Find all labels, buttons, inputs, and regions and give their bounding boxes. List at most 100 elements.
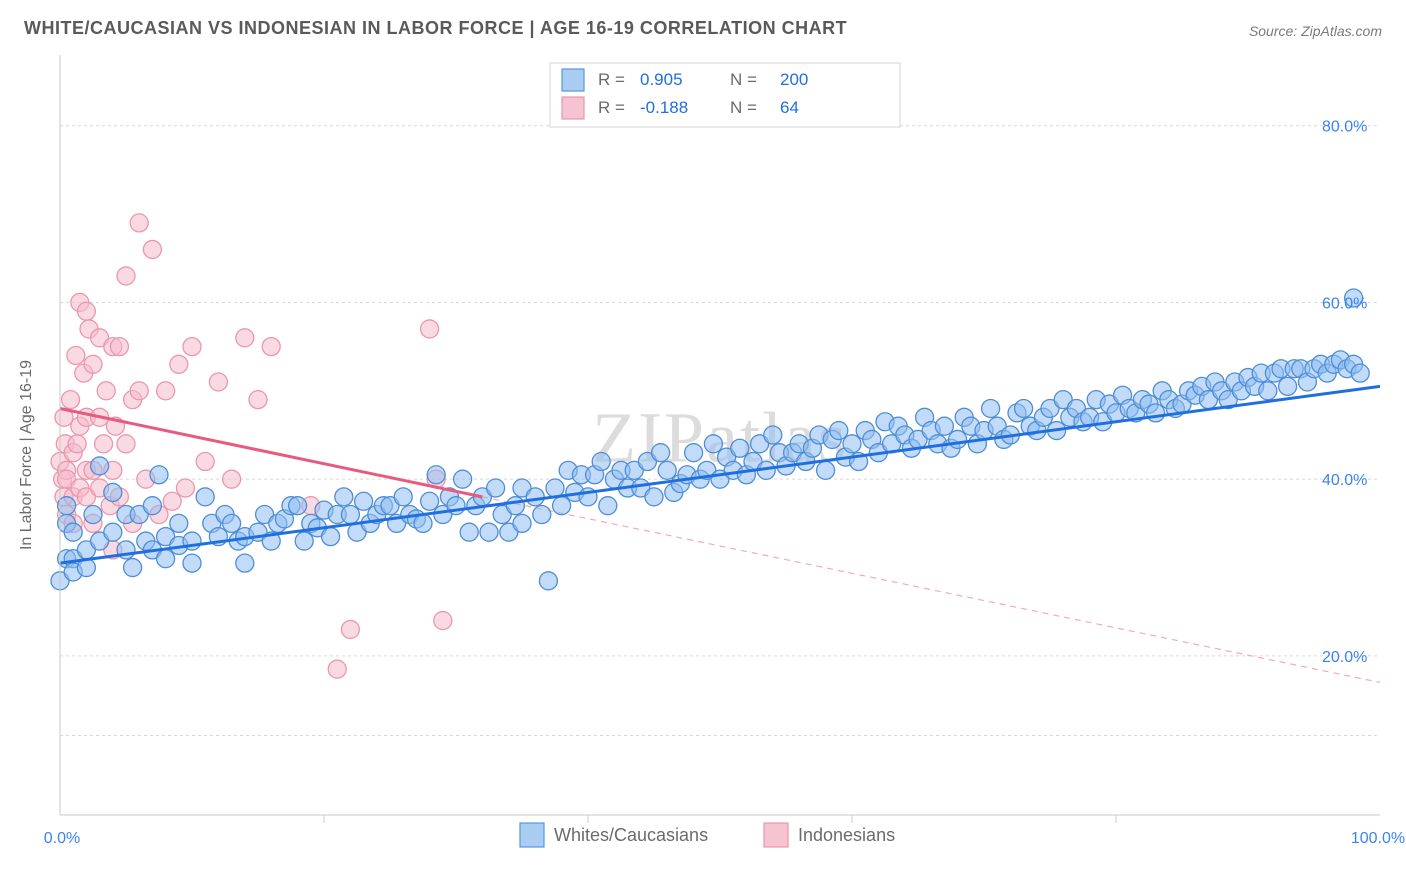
scatter-point-pink [77, 302, 95, 320]
legend-n-value: 64 [780, 98, 799, 117]
trendline-pink-extrapolated [482, 497, 1380, 683]
legend-r-label: R = [598, 98, 625, 117]
scatter-point-blue [196, 488, 214, 506]
scatter-point-pink [421, 320, 439, 338]
scatter-point-pink [130, 382, 148, 400]
y-axis-label: In Labor Force | Age 16-19 [18, 360, 36, 550]
scatter-point-pink [117, 267, 135, 285]
series-legend-swatch [764, 823, 788, 847]
legend-r-value: -0.188 [640, 98, 688, 117]
scatter-point-blue [355, 492, 373, 510]
series-legend-label: Whites/Caucasians [554, 825, 708, 845]
scatter-point-blue [1279, 377, 1297, 395]
scatter-point-blue [64, 523, 82, 541]
scatter-point-pink [95, 435, 113, 453]
scatter-point-blue [322, 528, 340, 546]
scatter-point-pink [223, 470, 241, 488]
scatter-point-blue [104, 523, 122, 541]
scatter-point-blue [157, 550, 175, 568]
scatter-point-pink [117, 435, 135, 453]
scatter-point-pink [176, 479, 194, 497]
scatter-point-blue [539, 572, 557, 590]
scatter-point-blue [460, 523, 478, 541]
scatter-point-blue [84, 506, 102, 524]
scatter-point-pink [249, 391, 267, 409]
scatter-point-blue [843, 435, 861, 453]
scatter-point-blue [124, 559, 142, 577]
series-legend-swatch [520, 823, 544, 847]
scatter-point-blue [289, 497, 307, 515]
scatter-point-pink [157, 382, 175, 400]
scatter-point-blue [949, 430, 967, 448]
y-tick-label: 20.0% [1322, 649, 1367, 666]
scatter-point-blue [546, 479, 564, 497]
scatter-point-pink [163, 492, 181, 510]
scatter-point-pink [341, 620, 359, 638]
scatter-point-blue [341, 506, 359, 524]
scatter-point-blue [150, 466, 168, 484]
y-tick-label: 40.0% [1322, 472, 1367, 489]
scatter-point-pink [84, 355, 102, 373]
legend-r-label: R = [598, 70, 625, 89]
scatter-point-pink [130, 214, 148, 232]
scatter-point-blue [685, 444, 703, 462]
x-tick-label: 0.0% [44, 830, 80, 847]
scatter-point-blue [143, 497, 161, 515]
scatter-point-blue [658, 461, 676, 479]
scatter-point-pink [97, 382, 115, 400]
scatter-point-blue [513, 514, 531, 532]
scatter-point-blue [454, 470, 472, 488]
scatter-point-blue [553, 497, 571, 515]
x-tick-label: 100.0% [1351, 830, 1405, 847]
scatter-point-pink [236, 329, 254, 347]
scatter-point-blue [421, 492, 439, 510]
scatter-point-blue [935, 417, 953, 435]
scatter-point-blue [982, 399, 1000, 417]
scatter-point-blue [295, 532, 313, 550]
scatter-point-blue [817, 461, 835, 479]
legend-n-label: N = [730, 98, 757, 117]
scatter-point-blue [731, 439, 749, 457]
scatter-point-pink [209, 373, 227, 391]
scatter-point-pink [434, 612, 452, 630]
scatter-point-blue [91, 457, 109, 475]
scatter-point-pink [328, 660, 346, 678]
scatter-point-pink [143, 240, 161, 258]
y-tick-label: 80.0% [1322, 119, 1367, 136]
scatter-point-blue [236, 554, 254, 572]
scatter-point-pink [62, 391, 80, 409]
series-legend-label: Indonesians [798, 825, 895, 845]
scatter-point-blue [830, 422, 848, 440]
legend-n-value: 200 [780, 70, 808, 89]
scatter-point-blue [645, 488, 663, 506]
scatter-point-blue [170, 514, 188, 532]
scatter-point-pink [67, 346, 85, 364]
scatter-point-blue [487, 479, 505, 497]
scatter-point-blue [592, 453, 610, 471]
scatter-point-blue [652, 444, 670, 462]
y-tick-label: 60.0% [1322, 295, 1367, 312]
scatter-point-blue [104, 483, 122, 501]
scatter-point-blue [526, 488, 544, 506]
source-name: ZipAtlas.com [1301, 23, 1382, 39]
scatter-point-pink [110, 338, 128, 356]
scatter-point-blue [414, 514, 432, 532]
scatter-point-blue [394, 488, 412, 506]
chart-header: WHITE/CAUCASIAN VS INDONESIAN IN LABOR F… [0, 0, 1406, 45]
scatter-point-blue [704, 435, 722, 453]
source-label: Source: [1249, 23, 1297, 39]
scatter-point-pink [262, 338, 280, 356]
scatter-point-pink [68, 435, 86, 453]
legend-n-label: N = [730, 70, 757, 89]
scatter-point-blue [183, 554, 201, 572]
scatter-point-blue [1259, 382, 1277, 400]
scatter-point-blue [1147, 404, 1165, 422]
scatter-point-blue [427, 466, 445, 484]
scatter-point-blue [223, 514, 241, 532]
scatter-point-blue [764, 426, 782, 444]
scatter-point-pink [170, 355, 188, 373]
scatter-point-pink [183, 338, 201, 356]
scatter-point-blue [480, 523, 498, 541]
scatter-point-blue [506, 497, 524, 515]
correlation-scatter-chart: ZIPatlas20.0%40.0%60.0%80.0%0.0%100.0%R … [0, 45, 1406, 865]
